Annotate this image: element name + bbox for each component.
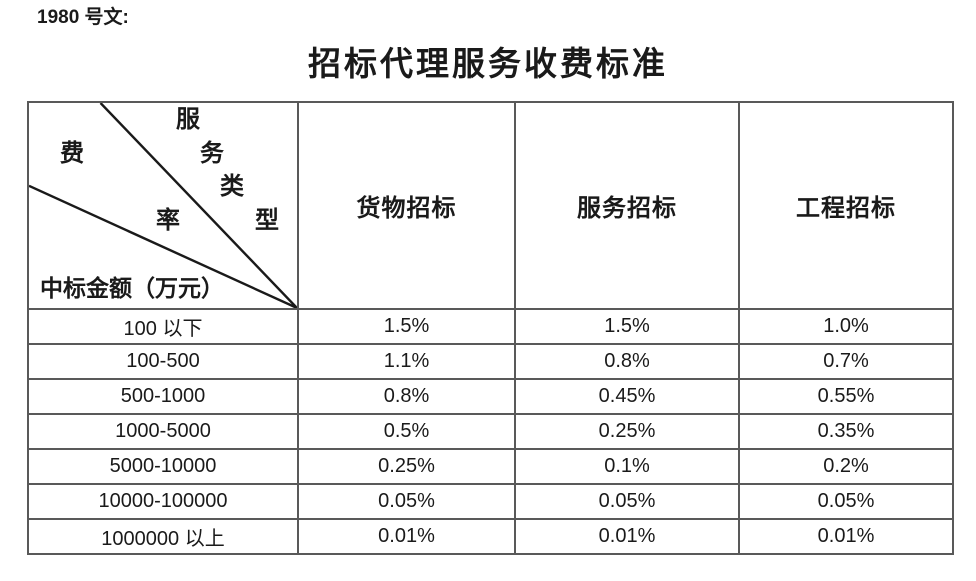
table-row: 1000-5000 0.5% 0.25% 0.35% [27,413,954,450]
amount-range-cell: 100 以下 [27,308,299,345]
column-header-goods: 货物招标 [297,101,516,310]
corner-rate-char-1: 费 [60,141,84,167]
amount-range-cell: 100-500 [27,343,299,380]
rate-cell: 0.35% [738,413,954,450]
rate-cell: 0.05% [738,483,954,520]
rate-cell: 0.5% [297,413,516,450]
rate-cell: 0.25% [514,413,740,450]
table-row: 10000-100000 0.05% 0.05% 0.05% [27,483,954,520]
rate-cell: 0.8% [514,343,740,380]
corner-service-type-char-3: 类 [220,174,244,200]
table-corner-cell: 服 务 类 型 费 率 中标金额（万元） [27,101,299,310]
diagonal-line-upper [99,104,296,307]
diagonal-divider [30,104,296,307]
rate-cell: 0.45% [514,378,740,415]
page-title: 招标代理服务收费标准 [308,47,668,83]
header-row: 服 务 类 型 费 率 中标金额（万元） 货物招标 服务招标 工程招标 [27,101,954,310]
corner-service-type-char-2: 务 [200,141,224,167]
table-row: 1000000 以上 0.01% 0.01% 0.01% [27,518,954,555]
rate-cell: 1.0% [738,308,954,345]
amount-range-cell: 10000-100000 [27,483,299,520]
rate-cell: 0.1% [514,448,740,485]
fee-table: 服 务 类 型 费 率 中标金额（万元） 货物招标 服务招标 工程招标 100 … [27,101,954,555]
rate-cell: 0.25% [297,448,516,485]
rate-cell: 0.01% [297,518,516,555]
table-row: 500-1000 0.8% 0.45% 0.55% [27,378,954,415]
amount-range-cell: 1000-5000 [27,413,299,450]
rate-cell: 0.2% [738,448,954,485]
rate-cell: 0.8% [297,378,516,415]
rate-cell: 0.55% [738,378,954,415]
rate-cell: 0.01% [514,518,740,555]
column-header-service: 服务招标 [514,101,740,310]
rate-cell: 0.05% [514,483,740,520]
rate-cell: 1.5% [297,308,516,345]
corner-rate-char-2: 率 [156,208,180,234]
corner-amount-axis-label: 中标金额（万元） [40,276,224,301]
column-header-works: 工程招标 [738,101,954,310]
table-row: 100 以下 1.5% 1.5% 1.0% [27,308,954,345]
corner-service-type-char-4: 型 [255,208,279,234]
table-row: 5000-10000 0.25% 0.1% 0.2% [27,448,954,485]
table-row: 100-500 1.1% 0.8% 0.7% [27,343,954,380]
corner-service-type-char-1: 服 [176,107,200,133]
rate-cell: 0.01% [738,518,954,555]
rate-cell: 0.7% [738,343,954,380]
doc-number-label: 1980 号文: [37,7,129,28]
rate-cell: 1.1% [297,343,516,380]
amount-range-cell: 1000000 以上 [27,518,299,555]
rate-cell: 0.05% [297,483,516,520]
rate-cell: 1.5% [514,308,740,345]
amount-range-cell: 5000-10000 [27,448,299,485]
diagonal-line-lower [30,184,296,307]
amount-range-cell: 500-1000 [27,378,299,415]
